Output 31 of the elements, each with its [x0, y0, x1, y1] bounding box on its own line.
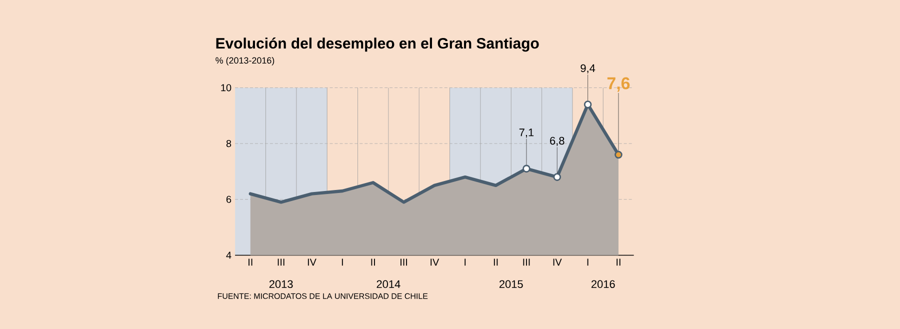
- point: [522, 164, 530, 173]
- x-tick-label: IV: [308, 258, 316, 266]
- x-tick-label: I: [342, 258, 343, 266]
- point: [584, 100, 592, 108]
- x-tick-label: II: [616, 258, 620, 266]
- x-tick-label: IV: [430, 258, 440, 266]
- text: 2013: [269, 280, 293, 288]
- text: 2014: [376, 280, 400, 288]
- point: [553, 173, 562, 181]
- chart-title: Evolución del desempleo en el Gran Santiago: [216, 38, 539, 52]
- data-label: 9,4: [580, 64, 596, 74]
- data-label: 7,6: [607, 77, 630, 92]
- y-tick-label: 10: [221, 84, 232, 92]
- text: 2016: [592, 280, 615, 288]
- y-tick-label: 4: [226, 252, 232, 259]
- chart-subtitle: % (2013-2016): [216, 57, 274, 66]
- x-tick-label: I: [587, 258, 588, 266]
- x-tick-label: IV: [553, 258, 562, 266]
- x-tick-label: I: [464, 258, 466, 266]
- x-tick-label: III: [278, 258, 284, 266]
- data-label: 6,8: [550, 136, 564, 146]
- data-label: 7,1: [519, 128, 534, 138]
- x-tick-label: III: [523, 258, 530, 266]
- x-tick-label: II: [248, 258, 252, 266]
- x-tick-label: II: [371, 258, 375, 266]
- x-tick-label: II: [494, 258, 498, 266]
- point: [614, 150, 622, 159]
- text: 2015: [499, 280, 523, 288]
- x-tick-label: III: [400, 258, 407, 266]
- y-tick-label: 8: [226, 140, 232, 148]
- y-tick-label: 6: [226, 196, 232, 203]
